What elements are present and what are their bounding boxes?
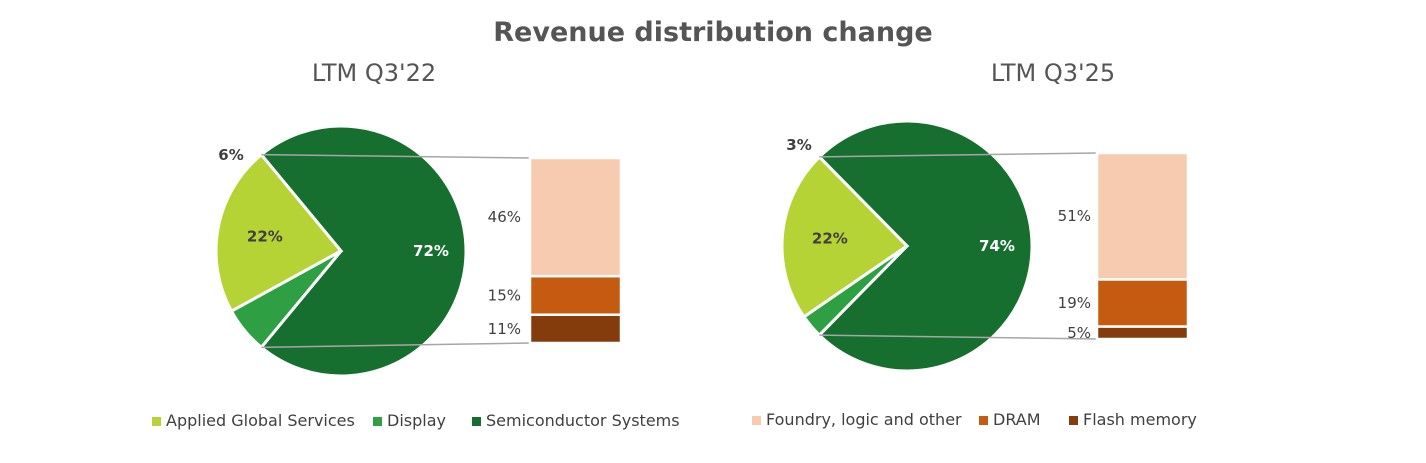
bar-label-foundry-logic-and-other: 51% bbox=[1058, 207, 1091, 225]
bar-segment-dram bbox=[528, 274, 623, 316]
bar-segment-flash-memory bbox=[1095, 325, 1190, 341]
legend-swatch-dram bbox=[979, 416, 988, 425]
legend-label-applied-global-services: Applied Global Services bbox=[166, 411, 355, 430]
pie-label-display: 3% bbox=[786, 136, 811, 154]
legend-swatch-flash-memory bbox=[1069, 416, 1078, 425]
legend-swatch-display bbox=[373, 417, 382, 426]
right-chart-subtitle: LTM Q3'25 bbox=[991, 59, 1115, 87]
connector-line-top bbox=[261, 153, 531, 159]
pie-slice-semiconductor-systems bbox=[817, 119, 1034, 373]
pie-slice-applied-global-services bbox=[780, 154, 910, 319]
left-chart-subtitle: LTM Q3'22 bbox=[312, 59, 436, 87]
bar-segment-dram bbox=[1095, 278, 1190, 328]
pie-label-semiconductor-systems: 72% bbox=[413, 242, 449, 260]
bar-label-foundry-logic-and-other: 46% bbox=[488, 208, 521, 226]
pie-label-applied-global-services: 22% bbox=[812, 230, 848, 248]
connector-line-bottom bbox=[819, 334, 1098, 340]
legend-swatch-applied-global-services bbox=[152, 417, 161, 426]
bar-label-flash-memory: 11% bbox=[488, 320, 521, 338]
bar-segment-flash-memory bbox=[528, 313, 623, 345]
legend-swatch-semiconductor-systems bbox=[472, 417, 481, 426]
legend-swatch-foundry-logic-and-other bbox=[752, 416, 761, 425]
chart-title: Revenue distribution change bbox=[493, 17, 933, 48]
pie-slice-applied-global-services bbox=[214, 152, 344, 314]
legend-right: Foundry, logic and other DRAM Flash memory bbox=[752, 410, 1197, 429]
bar-segment-foundry-logic-and-other bbox=[1095, 151, 1190, 281]
bar-label-flash-memory: 5% bbox=[1067, 324, 1091, 342]
pie-label-applied-global-services: 22% bbox=[247, 227, 283, 245]
legend-left: Applied Global Services Display Semiconduc… bbox=[152, 411, 680, 430]
legend-label-flash-memory: Flash memory bbox=[1083, 410, 1197, 429]
connector-line-top bbox=[819, 152, 1098, 158]
pie-slice-semiconductor-systems bbox=[259, 124, 468, 378]
left-pie-of-bar-chart: 72% 22% 6% 46% 15% 11% bbox=[214, 124, 623, 378]
legend-label-display: Display bbox=[387, 411, 446, 430]
bar-label-dram: 19% bbox=[1058, 294, 1091, 312]
pie-slice-display bbox=[801, 244, 909, 338]
legend-label-semiconductor-systems: Semiconductor Systems bbox=[486, 411, 680, 430]
right-pie-of-bar-chart: 74% 22% 3% 51% 19% 5% bbox=[780, 119, 1190, 373]
connector-line-bottom bbox=[261, 342, 531, 349]
bar-segment-foundry-logic-and-other bbox=[528, 156, 623, 278]
legend-label-foundry-logic-and-other: Foundry, logic and other bbox=[766, 410, 962, 429]
pie-slice-display bbox=[229, 249, 343, 350]
legend-label-dram: DRAM bbox=[993, 410, 1041, 429]
pie-label-display: 6% bbox=[218, 146, 243, 164]
bar-label-dram: 15% bbox=[488, 286, 521, 304]
pie-label-semiconductor-systems: 74% bbox=[979, 237, 1015, 255]
